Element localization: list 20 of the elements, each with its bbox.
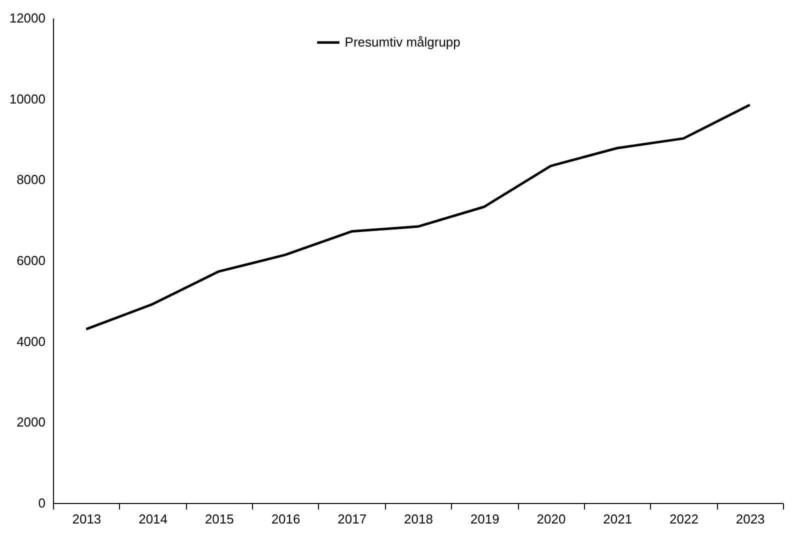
y-tick-label: 12000 xyxy=(9,10,46,26)
x-tick-label: 2020 xyxy=(536,512,566,526)
y-tick-label: 10000 xyxy=(9,91,46,106)
line-series xyxy=(84,104,752,330)
x-tick-label: 2014 xyxy=(138,512,168,526)
x-tick-label: 2023 xyxy=(736,512,765,526)
y-tick-label: 8000 xyxy=(16,172,46,188)
x-tick-label: 2021 xyxy=(603,512,632,526)
x-tick-label: 2018 xyxy=(404,512,433,526)
legend-label: Presumtiv målgrupp xyxy=(344,34,460,50)
x-tick-label: 2015 xyxy=(204,512,234,526)
x-tick-label: 2017 xyxy=(338,512,367,526)
x-tick-label: 2013 xyxy=(72,512,102,526)
y-tick-label: 4000 xyxy=(16,334,46,349)
y-tick-label: 2000 xyxy=(16,414,46,430)
x-tick-label: 2022 xyxy=(669,512,698,526)
y-tick-label: 0 xyxy=(38,496,46,510)
x-tick-label: 2016 xyxy=(271,512,300,526)
y-tick-label: 6000 xyxy=(16,253,46,268)
x-tick-label: 2019 xyxy=(470,512,500,526)
